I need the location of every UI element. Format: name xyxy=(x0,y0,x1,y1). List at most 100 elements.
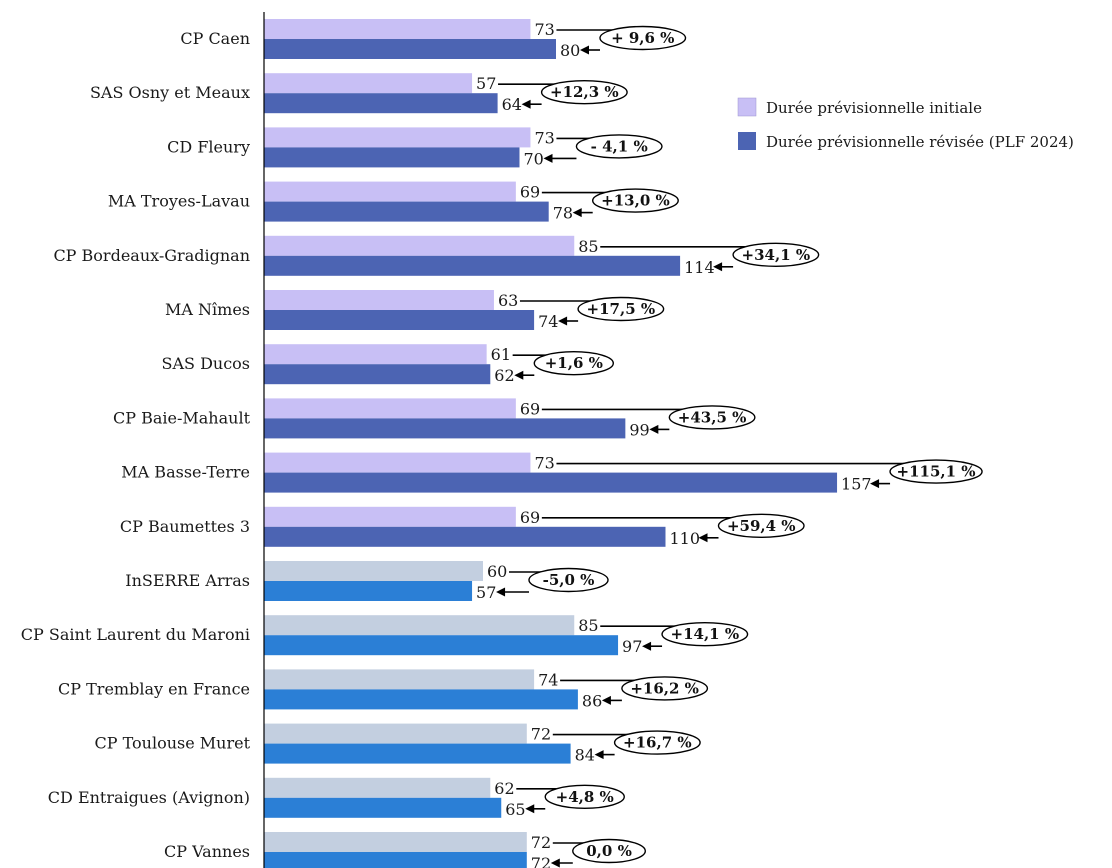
bar-revised xyxy=(264,93,498,113)
category-label: MA Basse-Terre xyxy=(121,463,250,482)
legend-swatch-revised xyxy=(738,132,756,150)
category-label: SAS Ducos xyxy=(162,354,251,373)
arrow-head xyxy=(642,642,651,651)
value-label-initial: 72 xyxy=(531,833,551,852)
bar-revised xyxy=(264,744,571,764)
legend-swatch-initial xyxy=(738,98,756,116)
change-label: 0,0 % xyxy=(586,842,632,860)
bar-initial xyxy=(264,127,530,147)
arrow-head xyxy=(649,425,658,434)
change-label: +16,2 % xyxy=(630,679,699,697)
bar-initial xyxy=(264,290,494,310)
bar-revised xyxy=(264,310,534,330)
bar-revised xyxy=(264,202,549,222)
category-label: CP Saint Laurent du Maroni xyxy=(21,625,250,644)
arrow-head xyxy=(525,804,534,813)
change-label: +13,0 % xyxy=(601,192,670,210)
arrow-head xyxy=(595,750,604,759)
connector-line xyxy=(542,518,733,524)
bar-revised xyxy=(264,147,520,167)
value-label-revised: 97 xyxy=(622,637,642,656)
change-label: +4,8 % xyxy=(556,788,614,806)
bar-initial xyxy=(264,724,527,744)
category-label: SAS Osny et Meaux xyxy=(90,83,250,102)
arrow-head xyxy=(514,371,523,380)
category-label: InSERRE Arras xyxy=(125,571,250,590)
value-label-revised: 64 xyxy=(502,95,522,114)
arrow-head xyxy=(496,588,505,597)
change-label: +59,4 % xyxy=(727,517,796,535)
category-label: CD Fleury xyxy=(167,137,250,156)
bar-initial xyxy=(264,561,483,581)
value-label-revised: 99 xyxy=(629,420,649,439)
bar-initial xyxy=(264,669,534,689)
value-label-revised: 57 xyxy=(476,583,496,602)
change-label: +115,1 % xyxy=(897,463,976,481)
value-label-initial: 69 xyxy=(520,399,540,418)
arrow-head xyxy=(573,208,582,217)
connector-line xyxy=(556,464,904,470)
value-label-initial: 72 xyxy=(531,725,551,744)
value-label-initial: 69 xyxy=(520,183,540,202)
value-label-revised: 114 xyxy=(684,258,715,277)
bar-revised xyxy=(264,689,578,709)
change-label: +14,1 % xyxy=(671,625,740,643)
legend-label-initial: Durée prévisionnelle initiale xyxy=(766,99,982,117)
connector-line xyxy=(542,409,684,415)
value-label-revised: 62 xyxy=(494,366,514,385)
change-label: +34,1 % xyxy=(742,246,811,264)
arrow-head xyxy=(602,696,611,705)
arrow-head xyxy=(544,154,553,163)
value-label-initial: 57 xyxy=(476,74,496,93)
category-label: CP Tremblay en France xyxy=(58,679,250,698)
value-label-initial: 73 xyxy=(534,20,554,39)
category-label: CD Entraigues (Avignon) xyxy=(48,788,250,807)
change-label: +1,6 % xyxy=(545,354,603,372)
bar-revised xyxy=(264,635,618,655)
value-label-initial: 62 xyxy=(494,779,514,798)
bar-initial xyxy=(264,507,516,527)
bar-revised xyxy=(264,798,501,818)
arrow-head xyxy=(558,317,567,326)
bar-revised xyxy=(264,852,527,868)
value-label-initial: 63 xyxy=(498,291,518,310)
change-label: + 9,6 % xyxy=(611,29,674,47)
value-label-revised: 110 xyxy=(670,529,701,548)
bar-initial xyxy=(264,73,472,93)
bar-revised xyxy=(264,364,490,384)
value-label-revised: 70 xyxy=(524,149,544,168)
bar-initial xyxy=(264,344,487,364)
bar-initial xyxy=(264,778,490,798)
legend-label-revised: Durée prévisionnelle révisée (PLF 2024) xyxy=(766,133,1074,151)
arrow-head xyxy=(580,46,589,55)
value-label-initial: 73 xyxy=(534,454,554,473)
value-label-revised: 157 xyxy=(841,475,872,494)
bar-revised xyxy=(264,256,680,276)
value-label-initial: 85 xyxy=(578,616,598,635)
value-label-revised: 86 xyxy=(582,691,602,710)
value-label-revised: 65 xyxy=(505,800,525,819)
bar-revised xyxy=(264,418,625,438)
value-label-initial: 85 xyxy=(578,237,598,256)
bar-revised xyxy=(264,527,666,547)
category-label: MA Nîmes xyxy=(165,300,250,319)
bar-revised xyxy=(264,581,472,601)
value-label-revised: 80 xyxy=(560,41,580,60)
change-label: - 4,1 % xyxy=(591,137,648,155)
value-label-revised: 74 xyxy=(538,312,558,331)
bar-initial xyxy=(264,398,516,418)
value-label-revised: 72 xyxy=(531,854,551,868)
category-label: CP Caen xyxy=(180,29,250,48)
value-label-revised: 84 xyxy=(575,746,595,765)
change-label: +16,7 % xyxy=(623,734,692,752)
category-label: MA Troyes-Lavau xyxy=(108,192,250,211)
arrow-head xyxy=(551,859,560,868)
value-label-initial: 60 xyxy=(487,562,507,581)
connector-line xyxy=(600,247,747,253)
category-label: CP Toulouse Muret xyxy=(94,734,250,753)
change-label: +17,5 % xyxy=(587,300,656,318)
bar-initial xyxy=(264,615,574,635)
value-label-initial: 69 xyxy=(520,508,540,527)
